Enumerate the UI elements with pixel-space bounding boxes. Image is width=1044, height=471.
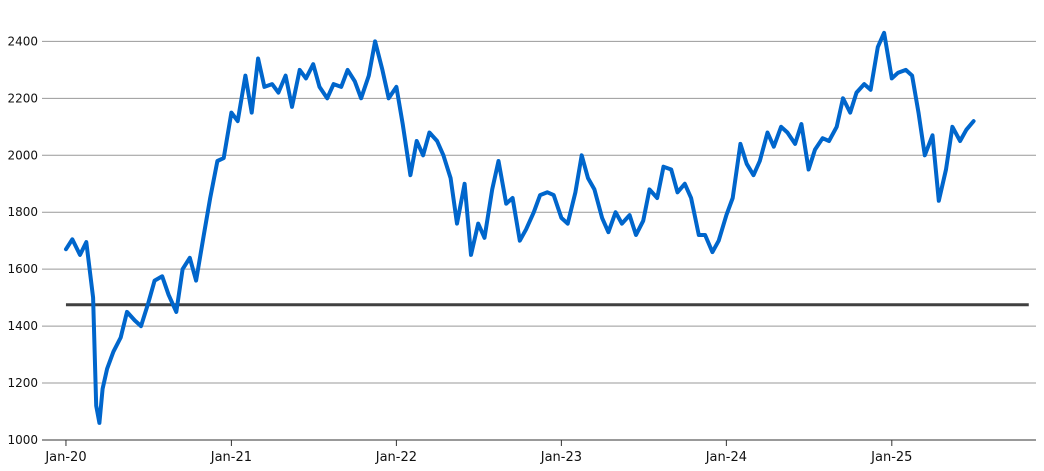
x-axis: Jan-20 Jan-21 Jan-22 Jan-23 Jan-24 Jan-25	[42, 439, 1036, 465]
x-tick-label: Jan-23	[540, 450, 582, 465]
y-tick-label: 2400	[7, 34, 38, 48]
gridlines	[42, 40, 1036, 441]
y-tick-label: 1000	[7, 433, 38, 447]
x-tick-label: Jan-21	[210, 450, 252, 465]
y-tick-label: 2000	[7, 148, 38, 162]
series-line	[64, 30, 976, 425]
series-layer	[64, 30, 976, 425]
x-tick-label: Jan-24	[705, 450, 747, 465]
y-tick-label: 1800	[7, 205, 38, 219]
x-tick-label: Jan-25	[870, 450, 912, 465]
y-tick-label: 1200	[7, 376, 38, 390]
y-tick-label: 2200	[7, 91, 38, 105]
y-axis-ticks: 1000 1200 1400 1600 1800 2000 2200 2400	[7, 34, 38, 447]
y-tick-label: 1600	[7, 262, 38, 276]
x-tick-label: Jan-22	[375, 450, 417, 465]
x-tick-label: Jan-20	[44, 450, 86, 465]
y-tick-label: 1400	[7, 319, 38, 333]
